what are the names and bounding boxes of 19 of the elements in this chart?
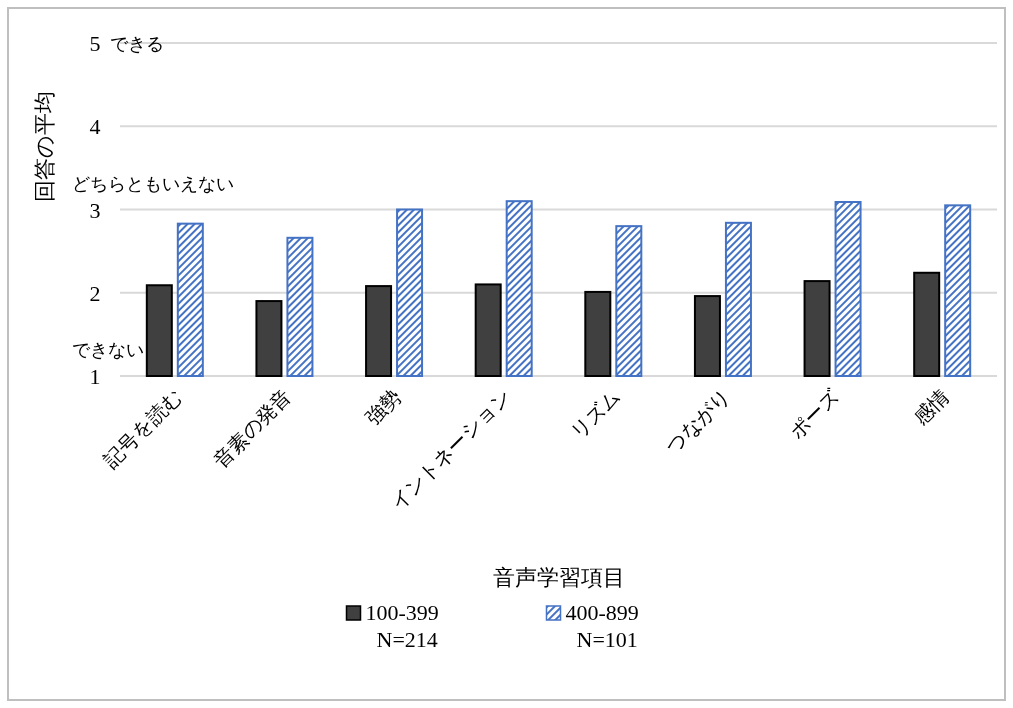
- annotation: できる: [110, 34, 164, 54]
- y-tick-label: 3: [89, 197, 101, 223]
- annotation: できない: [72, 340, 144, 360]
- legend-label: 400-899 N=101: [565, 600, 639, 652]
- x-tick-label: 音素の発音: [209, 385, 296, 472]
- x-tick-label: リズム: [566, 385, 625, 444]
- annotation: どちらともいえない: [72, 173, 234, 194]
- x-axis-title: 音声学習項目: [492, 565, 625, 590]
- y-tick-label: 4: [89, 114, 101, 140]
- x-tick-label: ポーズ: [785, 384, 845, 444]
- legend-label: 100-399 N=214: [365, 600, 439, 652]
- x-tick-label: 記号を読む: [99, 385, 186, 472]
- y-tick-label: 5: [89, 31, 101, 56]
- x-tick-label: つながり: [661, 385, 734, 458]
- y-tick-label: 2: [89, 280, 101, 306]
- y-axis-title: 回答の平均: [32, 90, 57, 202]
- x-tick-label: 感情: [909, 385, 954, 430]
- x-tick-label: 強勢: [361, 385, 405, 430]
- y-tick-label: 1: [89, 364, 101, 389]
